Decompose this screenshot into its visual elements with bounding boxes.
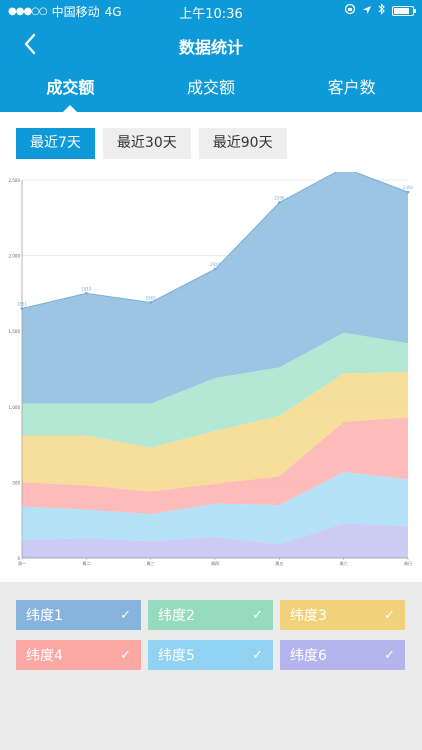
x-tick-label: 周二 — [82, 560, 90, 566]
y-tick-label: 1,000 — [9, 405, 21, 410]
legend-item-2[interactable]: 纬度2 ✓ — [148, 600, 273, 630]
data-point — [406, 190, 410, 194]
area-series-纬度1 — [22, 172, 408, 404]
network-label: 4G — [104, 4, 122, 19]
x-tick-label: 周一 — [18, 560, 26, 566]
rotation-lock-icon — [344, 3, 356, 18]
check-icon: ✓ — [120, 647, 131, 663]
legend-label: 纬度4 — [26, 648, 63, 664]
legend-item-6[interactable]: 纬度6 ✓ — [280, 640, 405, 670]
data-point — [149, 301, 153, 304]
x-tick-label: 周日 — [404, 560, 412, 566]
x-tick-label: 周五 — [275, 560, 283, 566]
range-7-days[interactable]: 最近7天 — [16, 128, 95, 159]
legend-label: 纬度3 — [290, 608, 327, 624]
bluetooth-icon — [378, 3, 386, 18]
y-tick-label: 1,500 — [9, 329, 21, 334]
back-button[interactable] — [18, 30, 46, 58]
legend: 纬度1 ✓ 纬度2 ✓ 纬度3 ✓ 纬度4 ✓ 纬度5 ✓ 纬度6 ✓ — [16, 600, 406, 670]
chart-panel: 最近7天 最近30天 最近90天 0 500 1,000 1,500 2,000 2,50… — [0, 112, 422, 582]
range-30-days[interactable]: 最近30天 — [102, 128, 191, 159]
legend-label: 纬度2 — [158, 608, 195, 624]
data-point — [277, 201, 281, 205]
check-icon: ✓ — [120, 607, 131, 623]
check-icon: ✓ — [252, 647, 263, 663]
check-icon: ✓ — [384, 607, 395, 623]
y-tick-label: 2,500 — [9, 178, 21, 183]
legend-item-1[interactable]: 纬度1 ✓ — [16, 600, 141, 630]
check-icon: ✓ — [252, 607, 263, 623]
range-selector: 最近7天 最近30天 最近90天 — [16, 128, 287, 159]
area-series-纬度4 — [22, 417, 408, 515]
location-icon — [362, 4, 372, 18]
legend-item-3[interactable]: 纬度3 ✓ — [280, 600, 405, 630]
tab-amount-2[interactable]: 成交额 — [187, 78, 236, 97]
x-tick-label: 周四 — [211, 560, 219, 566]
y-tick-label: 500 — [12, 480, 20, 485]
data-label: 2386 — [274, 196, 285, 201]
legend-label: 纬度5 — [158, 648, 195, 664]
legend-label: 纬度6 — [290, 648, 327, 664]
data-label: 1810 — [81, 286, 92, 291]
tab-amount[interactable]: 成交额 — [0, 66, 141, 112]
legend-item-5[interactable]: 纬度5 ✓ — [148, 640, 273, 670]
signal-icon: ●●●○○ — [8, 6, 48, 17]
data-point — [213, 267, 217, 271]
chevron-left-icon — [24, 33, 36, 55]
check-icon: ✓ — [384, 647, 395, 663]
x-tick-label: 周六 — [340, 560, 348, 566]
app-header: ●●●○○ 中国移动 4G 上午10:36 数据统计 — [0, 0, 422, 112]
range-90-days[interactable]: 最近90天 — [198, 128, 287, 159]
area-series-纬度6 — [22, 523, 408, 558]
data-label: 2392 — [403, 185, 414, 190]
stacked-area-chart: 05001,0001,5002,0002,5001651181016651924… — [9, 172, 414, 566]
status-bar: ●●●○○ 中国移动 4G 上午10:36 — [0, 0, 422, 22]
legend-item-4[interactable]: 纬度4 ✓ — [16, 640, 141, 670]
x-tick-label: 周三 — [147, 560, 155, 566]
metric-tabs: 成交额 成交额 客户数 — [0, 66, 422, 112]
y-tick-label: 2,000 — [9, 254, 21, 259]
data-label: 1924 — [210, 262, 221, 267]
y-tick-label: 0 — [17, 556, 20, 561]
data-point — [84, 292, 88, 295]
page-title: 数据统计 — [178, 38, 243, 57]
nav-bar: 数据统计 — [0, 22, 422, 66]
area-series-纬度2 — [22, 332, 408, 448]
data-label: 1665 — [146, 295, 157, 300]
legend-label: 纬度1 — [26, 608, 63, 624]
area-series-纬度5 — [22, 471, 408, 545]
carrier-label: 中国移动 — [51, 5, 100, 19]
area-series-纬度3 — [22, 372, 408, 492]
clock: 上午10:36 — [179, 7, 243, 22]
battery-icon — [392, 5, 416, 16]
tab-customers[interactable]: 客户数 — [327, 78, 376, 97]
